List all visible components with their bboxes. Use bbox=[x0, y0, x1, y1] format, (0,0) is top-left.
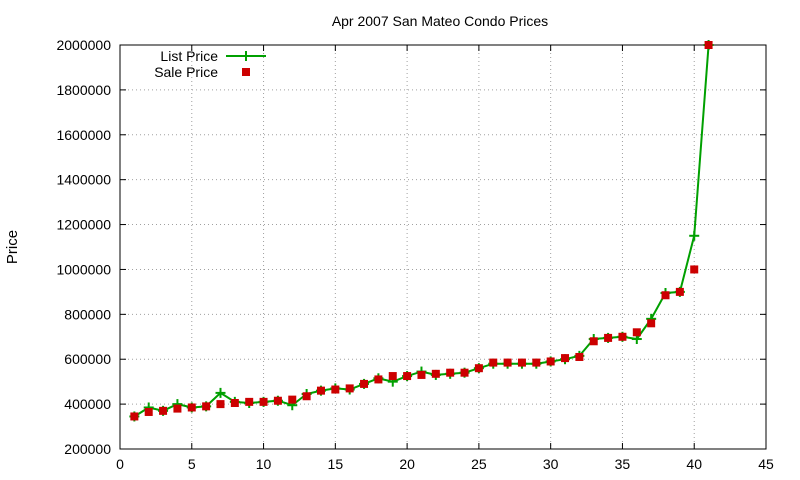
square-marker bbox=[417, 370, 426, 379]
square-marker bbox=[259, 397, 268, 406]
square-marker bbox=[604, 333, 613, 342]
square-marker bbox=[661, 291, 670, 300]
y-tick-label: 1400000 bbox=[56, 172, 111, 188]
square-marker bbox=[288, 395, 297, 404]
legend-swatch-square bbox=[242, 68, 250, 76]
y-tick-label: 200000 bbox=[64, 441, 111, 457]
square-marker bbox=[331, 385, 340, 394]
y-tick-label: 600000 bbox=[64, 351, 111, 367]
series-0 bbox=[129, 40, 714, 422]
plot-frame bbox=[119, 44, 767, 450]
series-1 bbox=[130, 41, 713, 421]
square-marker bbox=[446, 368, 455, 377]
series-layer bbox=[129, 40, 714, 422]
square-marker bbox=[159, 406, 168, 415]
square-marker bbox=[302, 392, 311, 401]
x-tick-label: 40 bbox=[686, 456, 702, 472]
x-tick-label: 20 bbox=[399, 456, 415, 472]
square-marker bbox=[245, 397, 254, 406]
square-marker bbox=[345, 384, 354, 393]
square-marker bbox=[130, 412, 139, 421]
legend-label: List Price bbox=[160, 48, 218, 64]
square-marker bbox=[360, 379, 369, 388]
y-tick-label: 400000 bbox=[64, 396, 111, 412]
square-marker bbox=[403, 372, 412, 381]
y-tick-label: 2000000 bbox=[56, 37, 111, 53]
square-marker bbox=[675, 287, 684, 296]
grid-layer bbox=[120, 45, 766, 449]
square-marker bbox=[144, 407, 153, 416]
square-marker bbox=[690, 265, 699, 274]
y-tick-label: 800000 bbox=[64, 306, 111, 322]
square-marker bbox=[503, 358, 512, 367]
y-axis-label: Price bbox=[4, 230, 21, 264]
tick-layer: 0 5 10 15 20 25 30 35 40 45 200000 400000 600000 8000… bbox=[56, 37, 774, 472]
square-marker bbox=[474, 364, 483, 373]
square-marker bbox=[517, 358, 526, 367]
square-marker bbox=[532, 358, 541, 367]
square-marker bbox=[632, 328, 641, 337]
square-marker bbox=[216, 400, 225, 409]
square-marker bbox=[589, 337, 598, 346]
square-marker bbox=[460, 368, 469, 377]
series-line bbox=[133, 44, 710, 418]
x-tick-label: 0 bbox=[116, 456, 124, 472]
square-marker bbox=[431, 369, 440, 378]
square-marker bbox=[546, 357, 555, 366]
plus-marker bbox=[215, 387, 226, 398]
x-tick-label: 15 bbox=[328, 456, 344, 472]
x-tick-label: 5 bbox=[188, 456, 196, 472]
square-marker bbox=[575, 352, 584, 361]
square-marker bbox=[561, 354, 570, 363]
square-marker bbox=[374, 375, 383, 384]
x-tick-label: 35 bbox=[615, 456, 631, 472]
x-tick-label: 30 bbox=[543, 456, 559, 472]
square-marker bbox=[316, 386, 325, 395]
square-marker bbox=[187, 403, 196, 412]
square-marker bbox=[489, 358, 498, 367]
y-tick-label: 1800000 bbox=[56, 82, 111, 98]
square-marker bbox=[273, 396, 282, 405]
legend-label: Sale Price bbox=[154, 64, 218, 80]
square-marker bbox=[388, 372, 397, 381]
x-tick-label: 45 bbox=[758, 456, 774, 472]
y-tick-label: 1600000 bbox=[56, 127, 111, 143]
square-marker bbox=[202, 402, 211, 411]
x-tick-label: 10 bbox=[256, 456, 272, 472]
square-marker bbox=[173, 404, 182, 413]
square-marker bbox=[230, 398, 239, 407]
y-tick-label: 1200000 bbox=[56, 217, 111, 233]
plus-marker bbox=[689, 230, 700, 241]
y-tick-label: 1000000 bbox=[56, 261, 111, 277]
chart-title: Apr 2007 San Mateo Condo Prices bbox=[332, 13, 548, 29]
square-marker bbox=[704, 41, 713, 49]
x-tick-label: 25 bbox=[471, 456, 487, 472]
square-marker bbox=[618, 332, 627, 341]
square-marker bbox=[647, 319, 656, 328]
